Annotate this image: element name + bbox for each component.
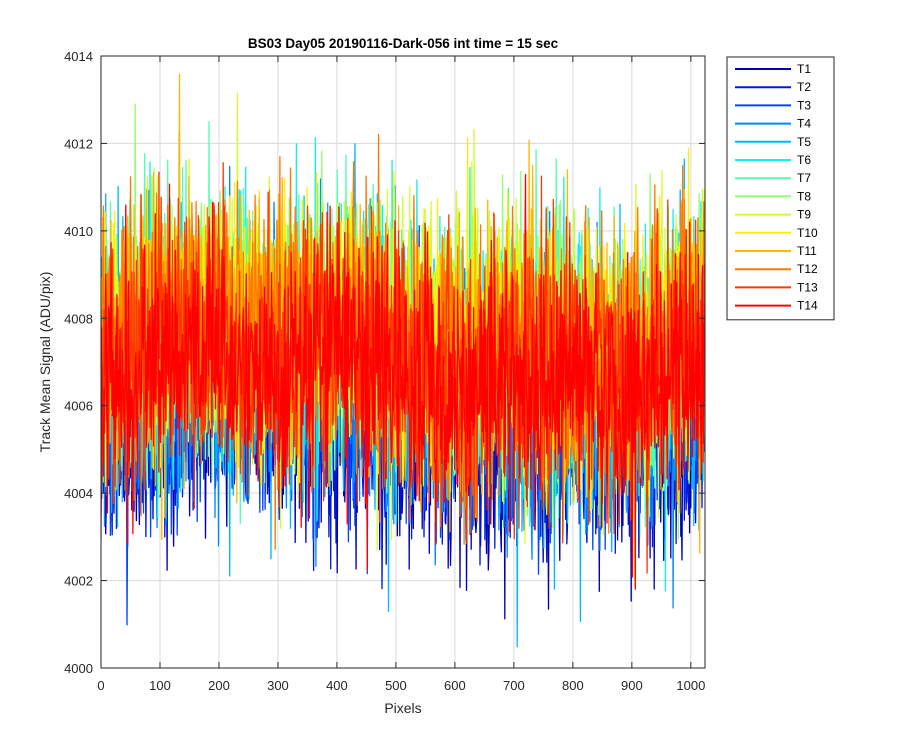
x-tick-label: 900 <box>621 678 643 693</box>
legend-entry: T6 <box>797 153 811 167</box>
legend-entry: T2 <box>797 80 811 94</box>
legend-entry: T9 <box>797 208 811 222</box>
legend-entry: T8 <box>797 189 811 203</box>
y-tick-label: 4002 <box>64 574 93 589</box>
legend: T1 T2 T3 T4 T5 T6 T7 T8 T9 T10 T11 T12 T13 T14 <box>726 56 835 321</box>
x-tick-label: 0 <box>97 678 104 693</box>
y-tick-label: 4012 <box>64 136 93 151</box>
legend-entry: T11 <box>797 244 817 258</box>
legend-entry: T13 <box>797 280 818 294</box>
legend-entry: T7 <box>797 171 811 185</box>
legend-entry: T14 <box>797 299 818 313</box>
plot-frame <box>100 55 706 669</box>
chart-title: BS03 Day05 20190116-Dark-056 int time = … <box>248 36 559 51</box>
x-tick-label: 100 <box>149 678 171 693</box>
y-tick-label: 4008 <box>64 311 93 326</box>
x-tick-label: 1000 <box>676 678 705 693</box>
y-tick-label: 4000 <box>64 661 93 676</box>
y-tick-label: 4004 <box>64 486 93 501</box>
x-tick-label: 400 <box>326 678 348 693</box>
x-tick-label: 800 <box>562 678 584 693</box>
x-tick-label: 200 <box>208 678 230 693</box>
x-tick-label: 500 <box>385 678 407 693</box>
y-axis: 4000 4002 4004 4006 4008 4010 4012 4014 <box>64 49 705 676</box>
x-tick-label: 300 <box>267 678 289 693</box>
legend-entry: T1 <box>797 62 811 76</box>
legend-entry: T4 <box>797 117 811 131</box>
x-axis: 0 100 200 300 400 500 600 700 800 900 1000 <box>97 56 705 693</box>
series-group <box>101 73 705 648</box>
legend-entry: T5 <box>797 135 811 149</box>
y-tick-label: 4006 <box>64 399 93 414</box>
legend-box <box>726 56 835 321</box>
legend-entry: T10 <box>797 226 818 240</box>
legend-entry: T12 <box>797 262 818 276</box>
y-tick-label: 4010 <box>64 224 93 239</box>
y-axis-label: Track Mean Signal (ADU/pix) <box>37 272 53 453</box>
x-axis-label: Pixels <box>384 700 421 716</box>
series-line-t13 <box>101 162 705 574</box>
legend-entry: T3 <box>797 98 811 112</box>
x-tick-label: 600 <box>444 678 466 693</box>
y-tick-label: 4014 <box>64 49 93 64</box>
series-line-t14 <box>101 173 705 590</box>
x-tick-label: 700 <box>503 678 525 693</box>
